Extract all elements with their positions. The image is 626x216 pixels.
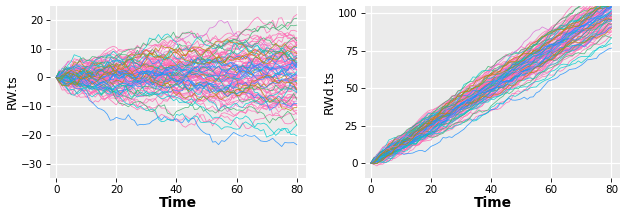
Y-axis label: RW.ts: RW.ts [6,75,19,109]
Y-axis label: RWd.ts: RWd.ts [322,70,336,114]
X-axis label: Time: Time [473,196,511,210]
X-axis label: Time: Time [159,196,197,210]
